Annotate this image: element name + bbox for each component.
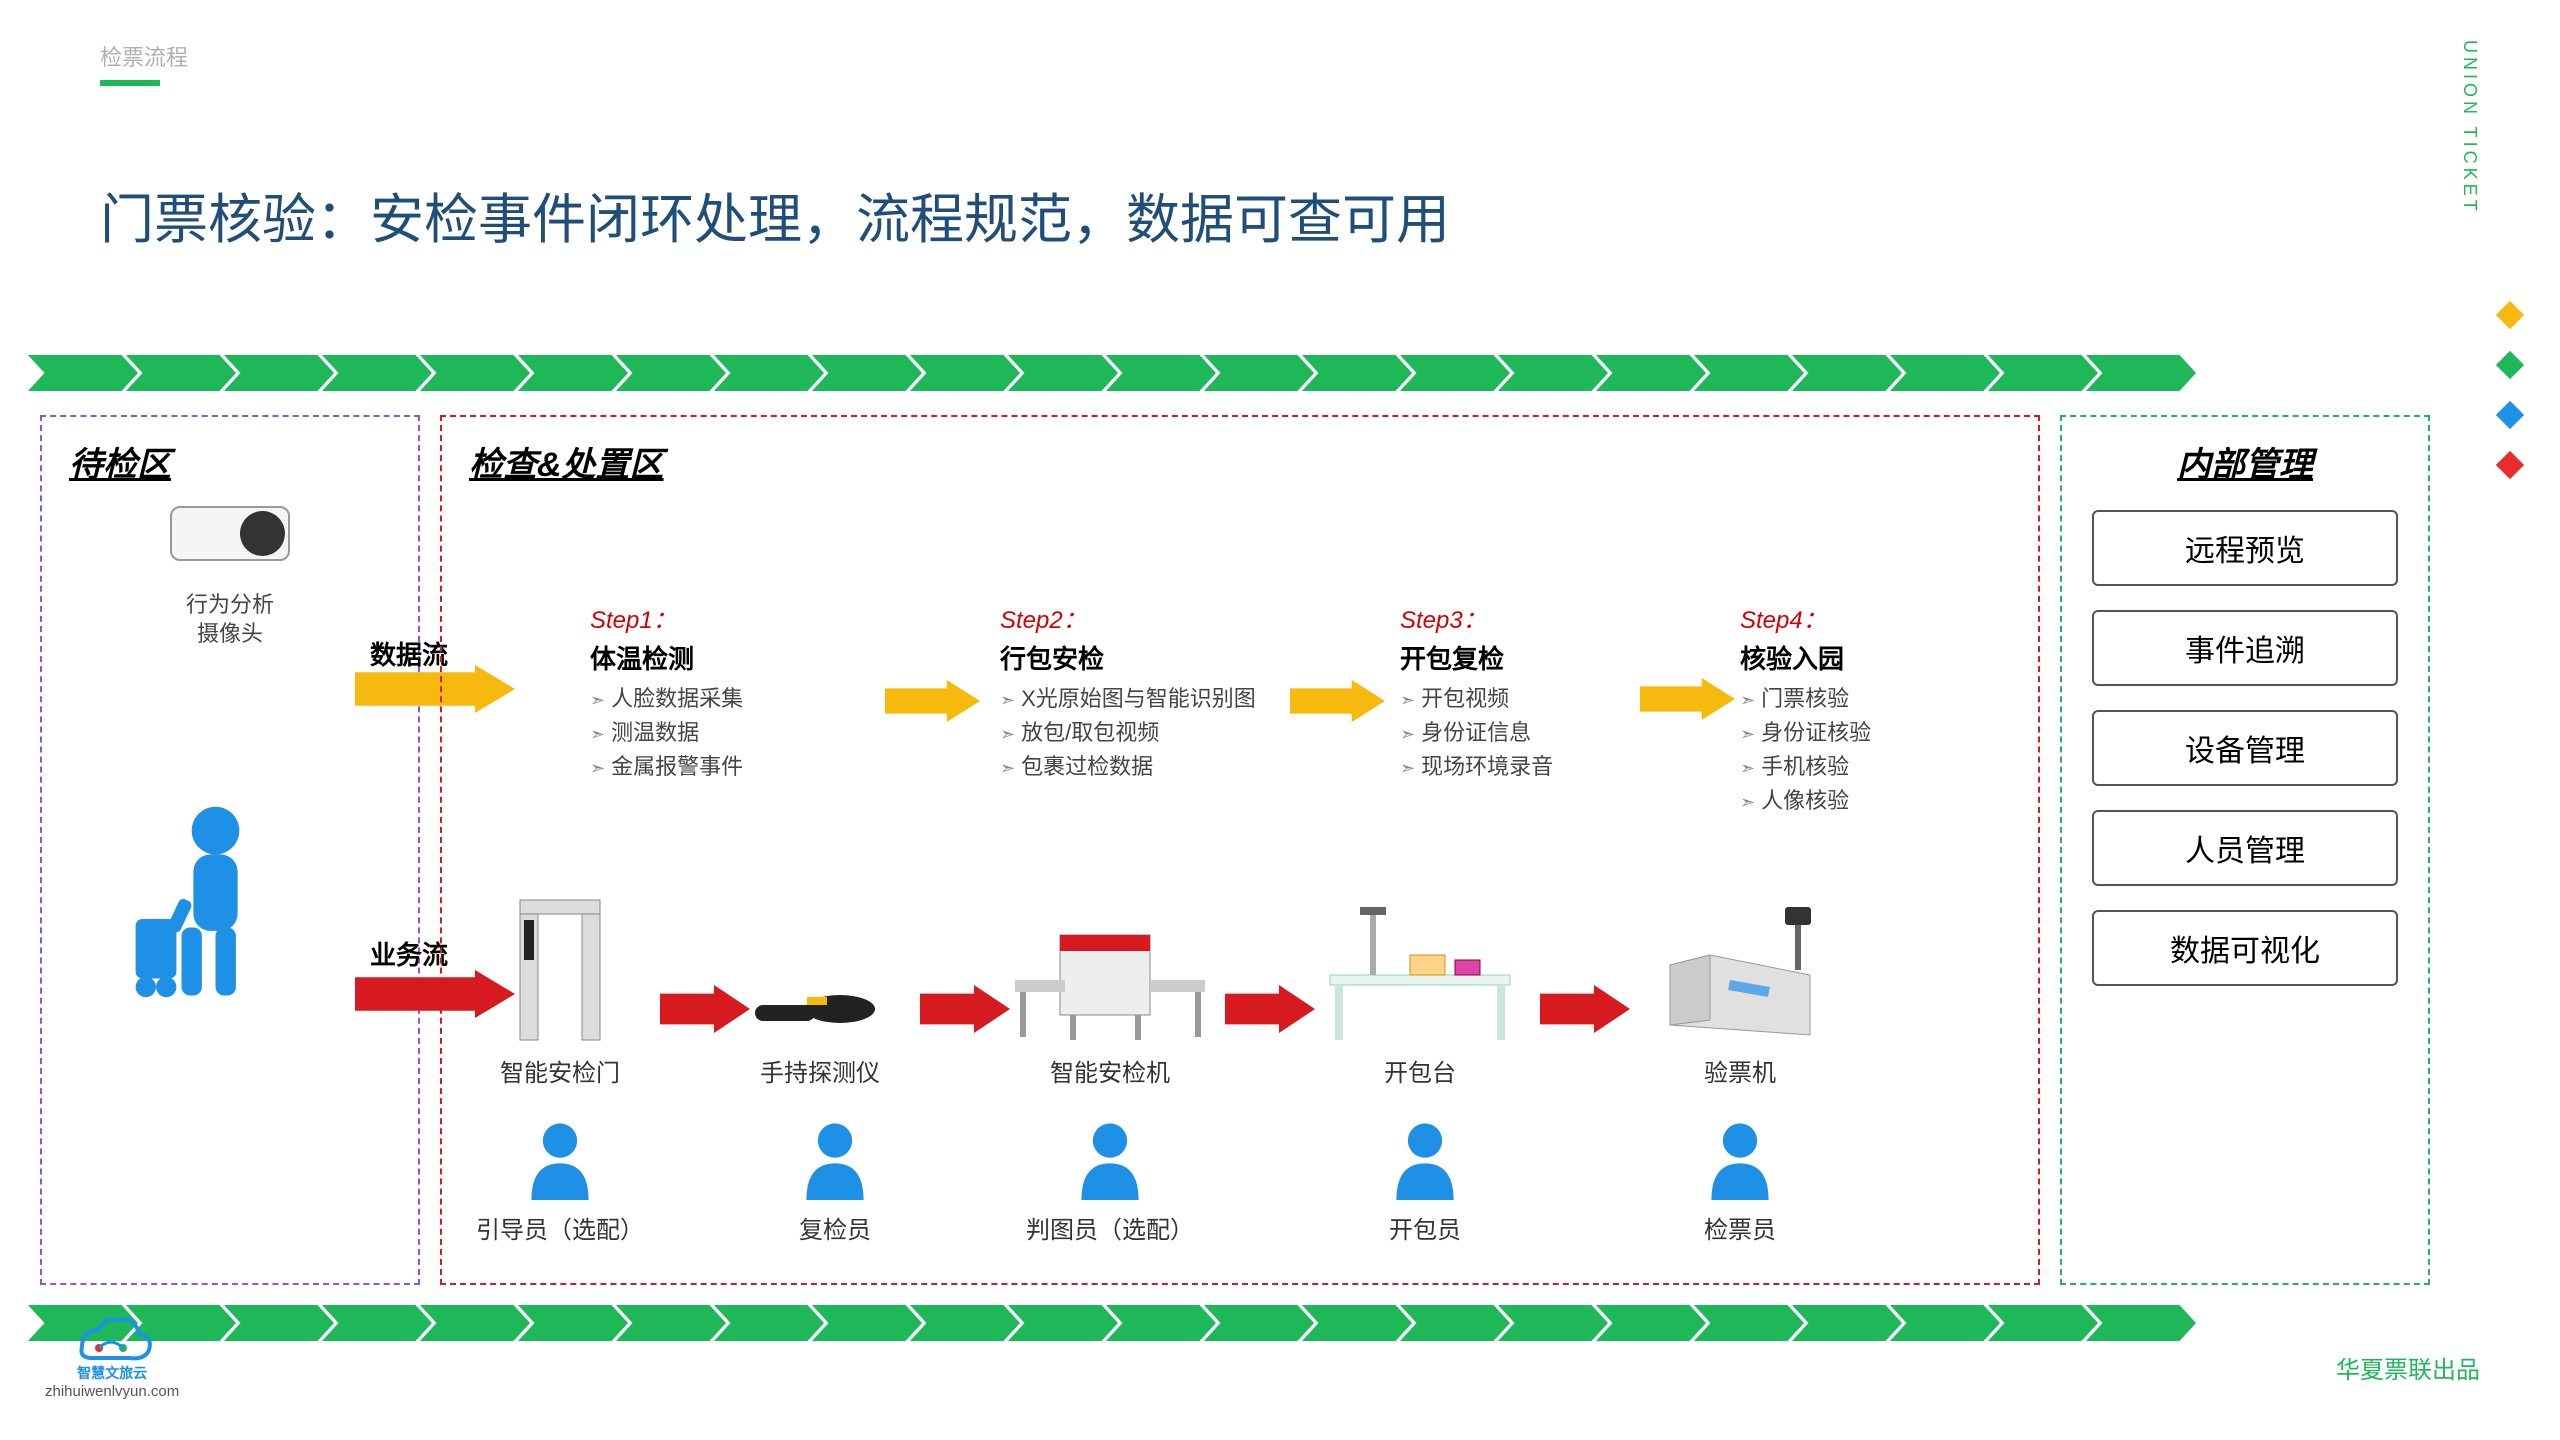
equip-desk: 开包台 (1320, 895, 1520, 1088)
diamond-icon (2496, 351, 2524, 379)
staff-label: 检票员 (1640, 1210, 1840, 1245)
step-item: 人脸数据采集 (590, 682, 870, 716)
mgmt-item[interactable]: 事件追溯 (2092, 610, 2398, 686)
zone-management: 内部管理 远程预览事件追溯设备管理人员管理数据可视化 (2060, 415, 2430, 1285)
staff-judge: 判图员（选配） (1010, 1120, 1210, 1245)
step-item: 人像核验 (1740, 784, 2020, 818)
breadcrumb: 检票流程 (100, 40, 188, 72)
equip-label: 开包台 (1320, 1053, 1520, 1088)
footer-credit: 华夏票联出品 (2336, 1350, 2480, 1385)
staff-label: 判图员（选配） (1010, 1210, 1210, 1245)
diamond-icon (2496, 451, 2524, 479)
staff-recheck: 复检员 (735, 1120, 935, 1245)
page-title: 门票核验：安检事件闭环处理，流程规范，数据可查可用 (100, 175, 1450, 254)
camera-icon (150, 496, 310, 586)
step-item: 包裹过检数据 (1000, 750, 1280, 784)
step-item: 现场环境录音 (1400, 750, 1680, 784)
step-tag: Step2： (1000, 600, 1280, 635)
chevron-bar-bottom (40, 1305, 2196, 1341)
staff-open: 开包员 (1325, 1120, 1525, 1245)
side-brand-label: UNION TICKET (2459, 40, 2480, 215)
footer-logo: 智慧文旅云 zhihuiwenlvyun.com (45, 1312, 179, 1400)
step-tag: Step4： (1740, 600, 2020, 635)
breadcrumb-underline (100, 80, 160, 86)
step-item: 放包/取包视频 (1000, 716, 1280, 750)
staff-label: 复检员 (735, 1210, 935, 1245)
step-2: Step2： 行包安检 X光原始图与智能识别图放包/取包视频包裹过检数据 (1000, 600, 1280, 784)
step-item: 开包视频 (1400, 682, 1680, 716)
step-title: 体温检测 (590, 639, 870, 676)
equip-turnstile: 验票机 (1640, 895, 1840, 1088)
footer-domain: zhihuiwenlvyun.com (45, 1383, 179, 1400)
mgmt-item[interactable]: 设备管理 (2092, 710, 2398, 786)
staff-ticket: 检票员 (1640, 1120, 1840, 1245)
staff-guide: 引导员（选配） (460, 1120, 660, 1245)
step-item: X光原始图与智能识别图 (1000, 682, 1280, 716)
equip-label: 智能安检机 (1010, 1053, 1210, 1088)
zone-check-title: 检查&处置区 (469, 437, 2026, 486)
mgmt-item[interactable]: 远程预览 (2092, 510, 2398, 586)
footer-brand: 智慧文旅云 (77, 1363, 147, 1383)
step-item: 身份证信息 (1400, 716, 1680, 750)
equip-label: 验票机 (1640, 1053, 1840, 1088)
camera-label: 行为分析摄像头 (54, 591, 406, 648)
step-item: 测温数据 (590, 716, 870, 750)
step-title: 行包安检 (1000, 639, 1280, 676)
diamond-icon (2496, 301, 2524, 329)
step-4: Step4： 核验入园 门票核验身份证核验手机核验人像核验 (1740, 600, 2020, 818)
step-item: 金属报警事件 (590, 750, 870, 784)
equip-wand: 手持探测仪 (720, 895, 920, 1088)
data-flow-label: 数据流 (370, 635, 448, 672)
step-tag: Step3： (1400, 600, 1680, 635)
step-title: 开包复检 (1400, 639, 1680, 676)
staff-label: 引导员（选配） (460, 1210, 660, 1245)
equip-label: 智能安检门 (460, 1053, 660, 1088)
mgmt-item[interactable]: 数据可视化 (2092, 910, 2398, 986)
diamond-icon (2496, 401, 2524, 429)
zone-mgmt-title: 内部管理 (2074, 437, 2416, 486)
step-3: Step3： 开包复检 开包视频身份证信息现场环境录音 (1400, 600, 1680, 784)
step-item: 手机核验 (1740, 750, 2020, 784)
traveler-icon (122, 797, 292, 1012)
step-item: 身份证核验 (1740, 716, 2020, 750)
zone-waiting: 待检区 行为分析摄像头 (40, 415, 420, 1285)
equip-gate: 智能安检门 (460, 895, 660, 1088)
equip-xray: 智能安检机 (1010, 895, 1210, 1088)
chevron-bar-top (40, 355, 2196, 391)
staff-label: 开包员 (1325, 1210, 1525, 1245)
step-1: Step1： 体温检测 人脸数据采集测温数据金属报警事件 (590, 600, 870, 784)
step-title: 核验入园 (1740, 639, 2020, 676)
zone-waiting-title: 待检区 (69, 437, 406, 486)
step-item: 门票核验 (1740, 682, 2020, 716)
step-tag: Step1： (590, 600, 870, 635)
equip-label: 手持探测仪 (720, 1053, 920, 1088)
mgmt-item[interactable]: 人员管理 (2092, 810, 2398, 886)
biz-flow-label: 业务流 (370, 935, 448, 972)
